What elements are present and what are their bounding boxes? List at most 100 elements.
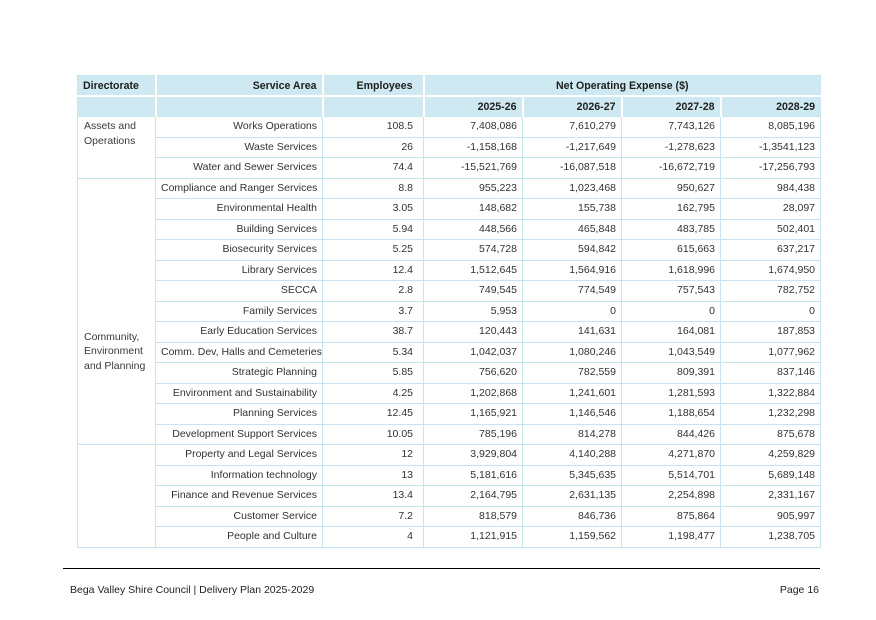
table-row: Environmental Health 3.05 148,682 155,738 16… [78, 198, 822, 220]
expense-cell-2026-27: 141,631 [522, 321, 622, 343]
expense-cell-2028-29: 2,331,167 [719, 485, 822, 507]
table-body: Assets and Operations Works Operations 108… [77, 116, 822, 548]
expense-cell-2026-27: -1,217,649 [522, 136, 622, 158]
employees-cell: 4.25 [322, 382, 424, 404]
expense-cell-2028-29: 637,217 [719, 239, 822, 261]
footer-divider [63, 568, 820, 569]
expense-cell-2025-26: 148,682 [423, 198, 523, 220]
expense-cell-2027-28: 0 [621, 300, 721, 322]
service-area-cell: People and Culture [155, 526, 323, 548]
expense-cell-2027-28: 809,391 [621, 362, 721, 384]
col-header-employees: Employees [322, 75, 425, 97]
expense-cell-2028-29: 1,322,884 [719, 382, 822, 404]
service-area-cell: Family Services [155, 300, 323, 322]
table-row: Family Services 3.7 5,953 0 0 0 [78, 300, 822, 322]
expense-cell-2025-26: 1,165,921 [423, 403, 523, 425]
service-area-cell: Works Operations [155, 116, 323, 138]
employees-cell: 108.5 [322, 116, 424, 138]
expense-cell-2028-29: 5,689,148 [719, 464, 822, 486]
expense-cell-2027-28: 1,188,654 [621, 403, 721, 425]
employees-cell: 26 [322, 136, 424, 158]
employees-cell: 7.2 [322, 505, 424, 527]
table-row: Building Services 5.94 448,566 465,848 483,7… [78, 218, 822, 240]
expense-cell-2028-29: 1,232,298 [719, 403, 822, 425]
expense-cell-2025-26: 1,202,868 [423, 382, 523, 404]
expense-cell-2027-28: 483,785 [621, 218, 721, 240]
expense-cell-2026-27: 0 [522, 300, 622, 322]
expense-cell-2028-29: 28,097 [719, 198, 822, 220]
service-area-cell: Compliance and Ranger Services [155, 177, 323, 199]
employees-cell: 3.7 [322, 300, 424, 322]
employees-cell: 3.05 [322, 198, 424, 220]
expense-cell-2027-28: 5,514,701 [621, 464, 721, 486]
table-row: Comm. Dev, Halls and Cemeteries 5.34 1,042… [78, 341, 822, 363]
table-row: Early Education Services 38.7 120,443 141,6… [78, 321, 822, 343]
expense-cell-2028-29: 8,085,196 [719, 116, 822, 138]
expense-cell-2026-27: 1,564,916 [522, 259, 622, 281]
expense-cell-2027-28: 615,663 [621, 239, 721, 261]
expense-cell-2027-28: 950,627 [621, 177, 721, 199]
expense-cell-2026-27: 4,140,288 [522, 444, 622, 466]
expense-cell-2026-27: 1,146,546 [522, 403, 622, 425]
expense-cell-2026-27: 1,023,468 [522, 177, 622, 199]
employees-cell: 12 [322, 444, 424, 466]
expense-cell-2026-27: 846,736 [522, 505, 622, 527]
expense-cell-2027-28: 1,618,996 [621, 259, 721, 281]
expense-cell-2028-29: 782,752 [719, 280, 822, 302]
expense-cell-2027-28: 757,543 [621, 280, 721, 302]
service-area-cell: Environmental Health [155, 198, 323, 220]
expense-cell-2025-26: 5,181,616 [423, 464, 523, 486]
expense-cell-2025-26: 955,223 [423, 177, 523, 199]
employees-cell: 13.4 [322, 485, 424, 507]
expense-cell-2028-29: 1,674,950 [719, 259, 822, 281]
table-header-row-2: 2025-26 2026-27 2027-28 2028-29 [77, 96, 822, 117]
expense-cell-2025-26: 756,620 [423, 362, 523, 384]
table-row: Strategic Planning 5.85 756,620 782,559 809,… [78, 362, 822, 384]
page-footer: Bega Valley Shire Council | Delivery Pla… [63, 584, 820, 596]
col-header-year-2028-29: 2028-29 [720, 96, 822, 117]
col-header-service-area: Service Area [155, 75, 324, 97]
header-spacer-cell [155, 96, 324, 117]
footer-document-title: Bega Valley Shire Council | Delivery Pla… [70, 584, 315, 596]
col-header-net-operating-expense: Net Operating Expense ($) [423, 75, 822, 97]
expense-cell-2026-27: 1,080,246 [522, 341, 622, 363]
expense-cell-2027-28: 162,795 [621, 198, 721, 220]
table-row: Property and Legal Services 12 3,929,804 4,… [77, 444, 822, 548]
header-spacer-cell [322, 96, 425, 117]
service-area-cell: Environment and Sustainability [155, 382, 323, 404]
expense-cell-2028-29: 905,997 [719, 505, 822, 527]
expense-cell-2026-27: 155,738 [522, 198, 622, 220]
expense-cell-2026-27: 7,610,279 [522, 116, 622, 138]
table-row: Water and Sewer Services 74.4 -15,521,769-… [78, 157, 822, 179]
expense-cell-2028-29: 1,238,705 [719, 526, 822, 548]
service-area-cell: Waste Services [155, 136, 323, 158]
expense-cell-2026-27: 594,842 [522, 239, 622, 261]
employees-cell: 5.94 [322, 218, 424, 240]
expense-cell-2027-28: 7,743,126 [621, 116, 721, 138]
expense-cell-2027-28: 1,043,549 [621, 341, 721, 363]
table-row: Biosecurity Services 5.25 574,728 594,842 61… [78, 239, 822, 261]
employees-cell: 74.4 [322, 157, 424, 179]
employees-cell: 13 [322, 464, 424, 486]
directorate-cell [77, 444, 156, 548]
directorate-cell: Community, Environment and Planning [77, 177, 156, 445]
expense-cell-2025-26: 3,929,804 [423, 444, 523, 466]
table-header: Directorate Service Area Employees Net O… [77, 75, 822, 117]
expense-cell-2026-27: 774,549 [522, 280, 622, 302]
table-row: Customer Service 7.2 818,579 846,736 875,864… [78, 505, 822, 527]
expense-cell-2027-28: 2,254,898 [621, 485, 721, 507]
expense-cell-2026-27: 465,848 [522, 218, 622, 240]
table-row: Development Support Services 10.05 785,196… [78, 423, 822, 445]
table-row: Finance and Revenue Services 13.4 2,164,79… [78, 485, 822, 507]
employees-cell: 12.45 [322, 403, 424, 425]
service-area-cell: Finance and Revenue Services [155, 485, 323, 507]
expense-cell-2027-28: 164,081 [621, 321, 721, 343]
service-area-cell: SECCA [155, 280, 323, 302]
employees-cell: 2.8 [322, 280, 424, 302]
table-row: Community, Environment and Planning Compl… [77, 177, 822, 445]
service-area-cell: Biosecurity Services [155, 239, 323, 261]
header-spacer-cell [77, 96, 157, 117]
col-header-year-2026-27: 2026-27 [522, 96, 623, 117]
expense-cell-2028-29: -17,256,793 [719, 157, 822, 179]
expense-cell-2025-26: 7,408,086 [423, 116, 523, 138]
